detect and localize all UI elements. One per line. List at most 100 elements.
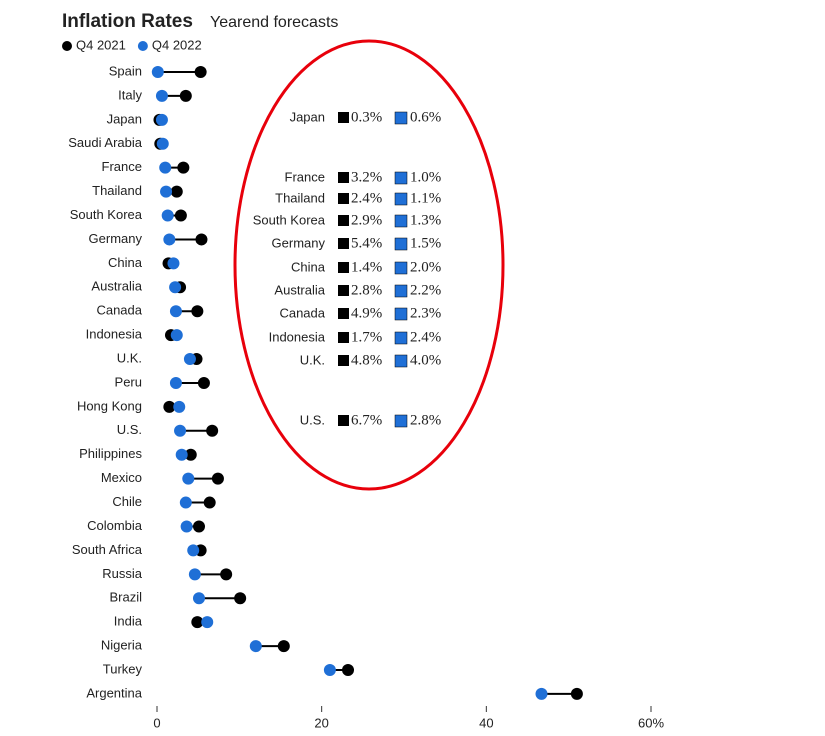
dot [570,687,583,700]
dot [180,520,193,533]
y-tick-label: Italy [118,87,142,102]
annotation-swatch [394,354,408,368]
dot [170,329,183,342]
dot [191,305,204,318]
y-tick-label: Spain [109,63,142,78]
x-tick-label: 0 [153,715,160,730]
annotation-swatch [338,285,349,296]
dot [187,544,200,557]
dot [156,137,169,150]
dot [174,424,187,437]
dot [155,113,168,126]
annotation-value: 2.2% [410,282,441,298]
annotation-swatch [338,355,349,366]
dot [323,664,336,676]
y-tick-label: Mexico [101,470,142,485]
annotation-swatch [338,172,349,183]
annotation-swatch [394,192,408,206]
y-tick-label: Canada [96,303,142,318]
y-tick-label: Thailand [92,183,142,198]
dot [170,185,183,198]
dot [342,664,355,676]
annotation-swatch [338,193,349,204]
dot [163,233,176,246]
annotation-swatch [394,111,408,125]
y-tick-label: Peru [115,374,142,389]
dot [197,376,210,389]
annotation-swatch [394,284,408,298]
dot [192,520,205,533]
y-tick-label: Turkey [103,661,143,676]
y-tick-label: South Africa [72,542,143,557]
annotation-value: 1.7% [351,329,382,345]
annotation-swatch [394,331,408,345]
y-tick-label: China [108,255,143,270]
dot [177,161,190,174]
annotation-label: South Korea [253,212,326,227]
annotation-swatch [394,214,408,228]
annotation-value: 1.3% [410,212,441,228]
annotation-swatch [338,262,349,273]
legend-label: Q4 2021 [76,37,126,52]
dot [159,161,172,174]
annotation-label: Canada [279,305,325,320]
dot [155,89,168,102]
y-tick-label: Australia [91,279,142,294]
dot [183,353,196,366]
annotation-value: 6.7% [351,412,382,428]
dot [169,281,182,294]
dot [203,496,216,509]
dot [173,400,186,413]
x-tick-label: 20 [314,715,328,730]
annotation-label: Indonesia [269,329,326,344]
annotation-swatch [338,238,349,249]
dot [151,66,164,78]
dot [188,568,201,581]
dot [277,640,290,653]
annotation-swatch [338,112,349,123]
annotation-value: 1.0% [410,169,441,185]
y-tick-label: U.S. [117,422,142,437]
annotation-label: France [285,169,325,184]
y-tick-label: South Korea [70,207,143,222]
chart-title: Inflation Rates [62,11,193,32]
y-tick-label: France [102,159,142,174]
dot [174,209,187,222]
annotation-value: 2.3% [410,305,441,321]
dot [169,305,182,318]
annotation-value: 0.6% [410,109,441,125]
y-tick-label: Philippines [79,446,142,461]
x-tick-label: 40 [479,715,493,730]
x-tick-label: 60% [638,715,664,730]
annotation-value: 2.9% [351,212,382,228]
annotation-swatch [338,308,349,319]
annotation-value: 2.4% [351,190,382,206]
annotation-swatch [338,215,349,226]
annotation-value: 1.4% [351,259,382,275]
dot [220,568,233,581]
y-tick-label: India [114,614,143,629]
annotation-label: Australia [274,282,325,297]
dot [167,257,180,270]
dot [195,233,208,246]
legend-marker [62,41,72,51]
annotation-swatch [394,237,408,251]
dot [234,592,247,605]
y-tick-label: Indonesia [86,327,143,342]
annotation-swatch [338,415,349,426]
annotation-label: U.K. [300,352,325,367]
annotation-value: 0.3% [351,109,382,125]
dot [535,687,548,700]
dot [192,592,205,605]
y-tick-label: Russia [102,566,143,581]
dot [211,472,224,485]
y-tick-label: Saudi Arabia [68,135,142,150]
annotation-value: 2.4% [410,329,441,345]
annotation-label: Germany [272,235,326,250]
y-tick-label: Chile [112,494,142,509]
y-tick-label: Colombia [87,518,143,533]
highlight-ellipse [233,39,505,491]
annotation-value: 1.1% [410,190,441,206]
annotation-label: Thailand [275,190,325,205]
